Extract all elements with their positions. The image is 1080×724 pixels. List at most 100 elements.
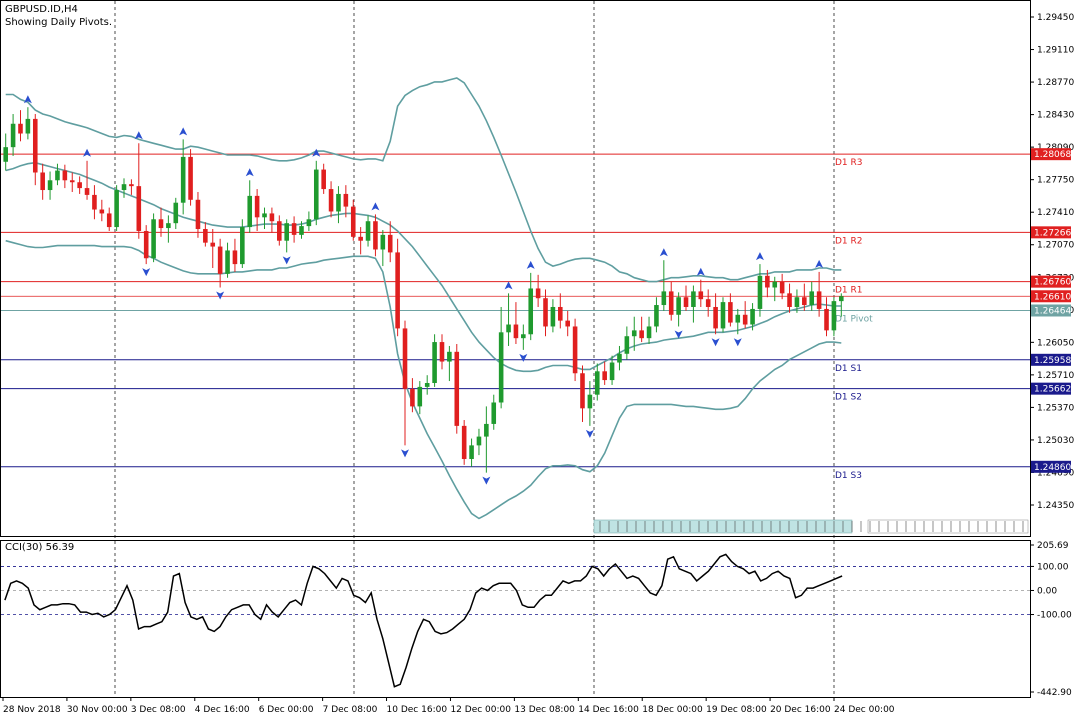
- candle: [321, 163, 326, 194]
- candle-body: [609, 362, 615, 381]
- candle-body: [831, 301, 837, 331]
- candle-body: [631, 330, 637, 337]
- candle: [166, 215, 171, 243]
- candle-body: [380, 234, 386, 250]
- current-price-tag: [1031, 290, 1071, 303]
- candle-body: [528, 288, 534, 335]
- price-tick-label: 1.24690: [1037, 468, 1074, 478]
- price-tick-label: 1.29110: [1037, 46, 1074, 56]
- candle: [609, 355, 615, 385]
- candle-body: [521, 334, 526, 339]
- candle-body: [336, 193, 341, 212]
- candle-body: [99, 209, 105, 214]
- pivot-label: D1 S1: [835, 364, 862, 374]
- candle-body: [757, 275, 763, 309]
- pivot-label: D1 R1: [835, 286, 863, 296]
- price-tick-label: 1.25370: [1037, 403, 1074, 413]
- price-axis[interactable]: 1.29450 1.29110 1.28770 1.28430 1.28090 1.277…: [1030, 13, 1074, 511]
- candle-body: [269, 213, 275, 222]
- fractal-down-icon: [282, 256, 291, 265]
- candle-body: [343, 193, 349, 207]
- candle: [232, 238, 238, 272]
- candle-body: [639, 330, 644, 339]
- fractal-down-icon: [142, 268, 151, 277]
- candle-body: [543, 298, 548, 327]
- candle-body: [802, 297, 807, 306]
- candle: [284, 219, 289, 253]
- candle-body: [188, 156, 193, 200]
- candle-body: [824, 308, 829, 331]
- pivot-label: D1 R3: [835, 158, 863, 168]
- price-tick-label: 1.28430: [1037, 111, 1074, 121]
- candle: [587, 381, 593, 426]
- candle: [646, 316, 652, 345]
- candle: [831, 297, 837, 337]
- time-axis[interactable]: 28 Nov 2018 30 Nov 00:00 3 Dec 08:00 4 Dec …: [2, 697, 895, 715]
- candle-body: [602, 371, 607, 381]
- pivot-price-tag: [1031, 304, 1071, 317]
- candle: [454, 344, 460, 434]
- candle: [380, 229, 386, 267]
- cci-line: [4, 553, 843, 688]
- time-tick-label: 10 Dec 16:00: [387, 705, 448, 715]
- candle: [839, 293, 844, 317]
- candle: [720, 297, 726, 333]
- candle: [306, 211, 312, 231]
- candle-body: [624, 336, 630, 354]
- candle: [395, 238, 400, 337]
- price-tick-label: 1.24350: [1037, 501, 1074, 511]
- candle: [683, 285, 689, 311]
- candle: [336, 186, 341, 224]
- candle: [772, 276, 778, 302]
- candle-body: [572, 326, 578, 374]
- candle-body: [646, 326, 652, 339]
- current-price-tag-text: 1.26610: [1034, 292, 1071, 302]
- candle-body: [705, 299, 711, 307]
- candle-body: [691, 291, 696, 307]
- cci-axis[interactable]: 205.69 100.00 0.00 -100.00 -442.90: [1030, 541, 1072, 698]
- candle-body: [114, 190, 119, 228]
- fractal-down-icon: [674, 330, 683, 339]
- candle: [373, 214, 378, 257]
- candle-body: [742, 314, 748, 325]
- candle-body: [661, 291, 667, 306]
- candle-body: [387, 234, 393, 253]
- candle-body: [676, 297, 681, 315]
- candle: [18, 110, 23, 142]
- candle: [299, 221, 304, 239]
- pivot-price-tag: [1031, 382, 1071, 395]
- fractal-up-icon: [312, 148, 321, 157]
- candle: [824, 297, 829, 337]
- candle: [728, 293, 733, 327]
- candle: [602, 361, 607, 385]
- fractal-down-icon: [733, 338, 742, 347]
- candle-body: [668, 291, 674, 315]
- fractal-down-icon: [711, 338, 720, 347]
- candle: [565, 310, 570, 337]
- candle-body: [617, 353, 622, 363]
- candle: [47, 171, 53, 200]
- time-tick-label: 18 Dec 00:00: [642, 705, 703, 715]
- candle-body: [365, 221, 371, 241]
- candle: [528, 272, 534, 341]
- time-tick-label: 28 Nov 2018: [3, 705, 61, 715]
- candle: [291, 216, 297, 243]
- candle-body: [809, 291, 815, 306]
- candle: [328, 181, 334, 218]
- pivot-price-tag-text: 1.28068: [1034, 150, 1071, 160]
- candle: [809, 281, 815, 311]
- candle: [757, 264, 763, 317]
- candle-body: [306, 219, 312, 227]
- candle-body: [410, 388, 415, 407]
- candle: [84, 160, 90, 200]
- candle-body: [180, 156, 186, 203]
- fractal-down-icon: [401, 449, 410, 458]
- candle: [498, 306, 504, 409]
- candle-body: [402, 328, 408, 389]
- candle-body: [417, 386, 423, 407]
- candle: [365, 215, 371, 247]
- candle-body: [62, 170, 68, 181]
- pivot-price-tag: [1031, 353, 1071, 366]
